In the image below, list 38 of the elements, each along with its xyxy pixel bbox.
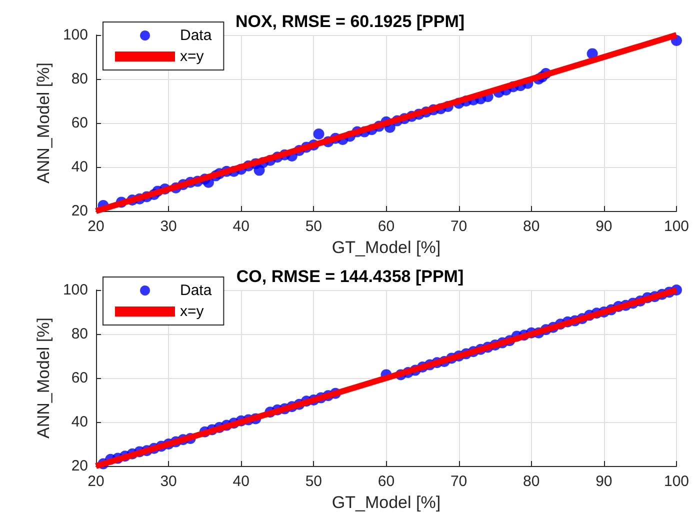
x-tick-label: 20 (88, 473, 104, 490)
x-tick-label: 70 (450, 218, 468, 235)
x-tick-label: 30 (160, 218, 177, 235)
x-axis-title: GT_Model [%] (332, 493, 441, 512)
chart-title: CO, RMSE = 144.4358 [PPM] (236, 267, 464, 286)
y-tick-label: 60 (71, 114, 88, 132)
x-tick-label: 100 (664, 473, 689, 490)
y-tick-label: 20 (71, 458, 88, 474)
x-tick-label: 40 (232, 218, 250, 235)
y-axis-title: ANN_Model [%] (34, 62, 54, 184)
x-tick-label: 30 (160, 473, 177, 490)
y-tick-label: 100 (62, 282, 88, 298)
legend-label: Data (180, 27, 212, 44)
y-tick-label: 100 (62, 26, 88, 44)
y-axis-title: ANN_Model [%] (34, 318, 54, 438)
x-tick-label: 20 (88, 218, 104, 235)
x-tick-label: 80 (523, 218, 540, 235)
legend-label: Data (180, 282, 212, 299)
y-tick-label: 60 (71, 370, 88, 386)
y-tick-label: 40 (71, 414, 88, 430)
x-axis-title: GT_Model [%] (332, 238, 441, 257)
y-tick-label: 80 (71, 326, 88, 342)
x-tick-label: 70 (450, 473, 468, 490)
y-tick-label: 20 (71, 202, 88, 220)
x-tick-label: 60 (378, 473, 395, 490)
y-tick-label: 80 (71, 70, 88, 88)
x-tick-label: 40 (232, 473, 250, 490)
legend-label: x=y (180, 48, 204, 65)
y-tick-label: 40 (71, 158, 88, 176)
x-tick-label: 50 (305, 473, 322, 490)
x-tick-label: 90 (596, 218, 612, 235)
legend-label: x=y (180, 303, 204, 320)
x-tick-label: 80 (523, 473, 540, 490)
x-tick-label: 100 (664, 218, 689, 235)
chart-title: NOX, RMSE = 60.1925 [PPM] (235, 12, 465, 31)
x-tick-label: 50 (305, 218, 322, 235)
x-tick-label: 90 (596, 473, 612, 490)
x-tick-label: 60 (378, 218, 395, 235)
